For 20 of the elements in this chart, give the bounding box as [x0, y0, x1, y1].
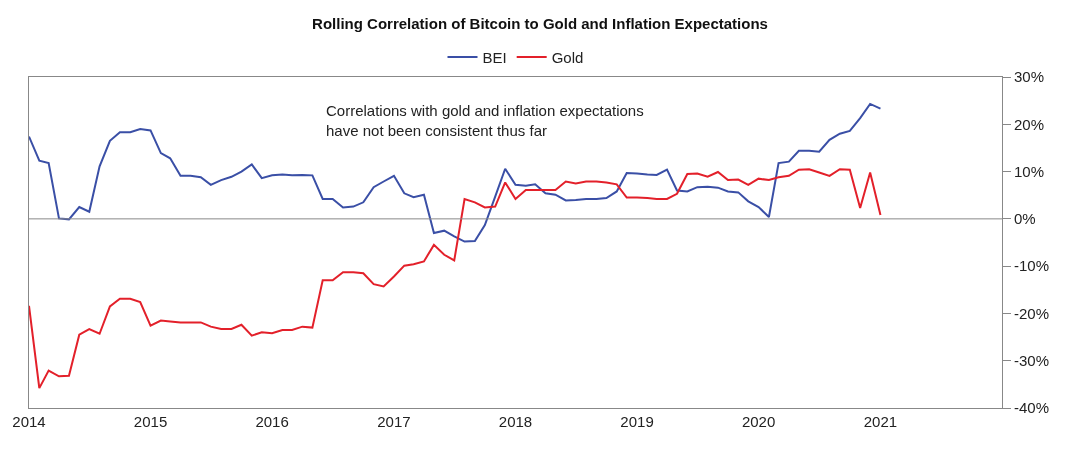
- x-tick-label: 2019: [620, 413, 654, 430]
- x-tick-label: 2021: [863, 413, 898, 430]
- legend-label: Gold: [551, 48, 584, 66]
- x-tick-label: 2020: [741, 413, 776, 430]
- y-tick-label: 20%: [1014, 115, 1045, 133]
- y-tick-label: 0%: [1014, 210, 1036, 228]
- legend-label: BEI: [482, 48, 507, 66]
- x-tick-label: 2017: [377, 413, 411, 430]
- x-tick-label: 2018: [498, 413, 533, 430]
- annotation: Correlations with gold and inflation expectations have not been consistent thus far: [326, 102, 644, 139]
- y-tick-label: -20%: [1014, 304, 1050, 322]
- x-tick-label: 2016: [255, 413, 289, 430]
- y-tick-label: -40%: [1014, 399, 1050, 417]
- y-tick-label: -30%: [1014, 351, 1050, 369]
- y-tick-label: -10%: [1014, 257, 1050, 275]
- chart-title: Rolling Correlation of Bitcoin to Gold and Inflation Expectations: [312, 14, 768, 32]
- y-tick-label: 30%: [1014, 68, 1045, 86]
- y-tick-label: 10%: [1014, 162, 1045, 180]
- x-tick-label: 2015: [133, 413, 168, 430]
- x-tick-label: 2014: [12, 413, 46, 430]
